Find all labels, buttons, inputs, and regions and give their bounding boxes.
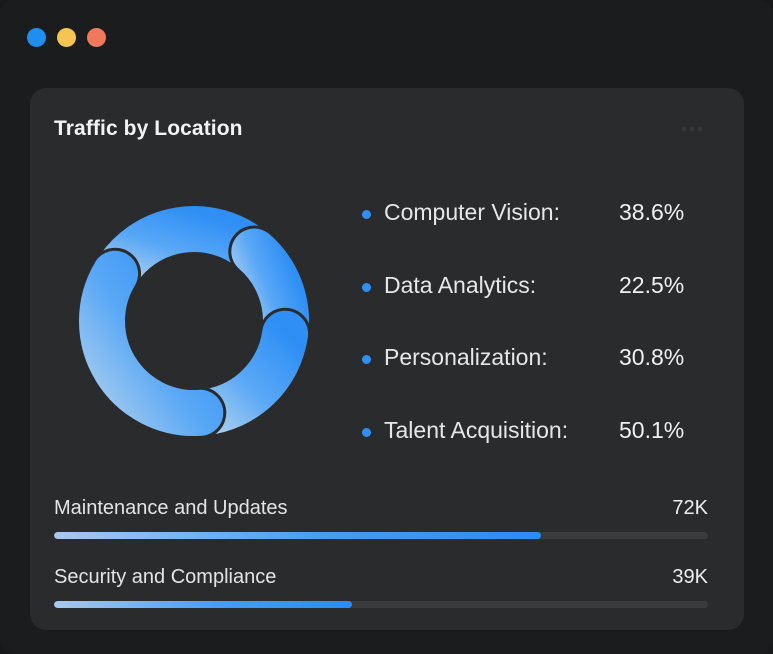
progress-value: 39K (672, 566, 708, 588)
legend-label: Talent Acquisition: (384, 416, 569, 443)
legend-bullet (362, 427, 371, 437)
legend-value: 50.1% (619, 416, 685, 443)
minimize-window-button[interactable] (57, 28, 76, 47)
legend-item: Personalization: 30.8% (360, 340, 700, 413)
legend-label: Personalization: (384, 344, 548, 370)
donut-chart (78, 203, 310, 439)
chart-legend: Computer Vision: 38.6% Data Analytics: 2… (360, 195, 700, 485)
legend-bullet (362, 355, 371, 364)
legend-value: 30.8% (619, 344, 685, 370)
legend-label: Computer Vision: (384, 199, 560, 225)
progress-track (54, 532, 708, 539)
close-window-button[interactable] (27, 28, 46, 47)
legend-item: Data Analytics: 22.5% (360, 268, 700, 341)
traffic-card: Traffic by Location Computer Vision: 38.… (30, 88, 744, 630)
legend-item: Talent Acquisition: 50.1% (360, 413, 700, 486)
card-title: Traffic by Location (54, 117, 243, 140)
progress-fill (54, 601, 352, 608)
progress-label: Security and Compliance (54, 566, 277, 588)
donut-segment-talent-acquisition[interactable] (79, 250, 224, 436)
legend-value: 22.5% (619, 271, 685, 298)
progress-fill (54, 532, 542, 539)
progress-track (54, 601, 708, 608)
legend-value: 38.6% (619, 199, 685, 225)
legend-bullet (362, 282, 371, 292)
legend-item: Computer Vision: 38.6% (360, 195, 700, 268)
progress-label: Maintenance and Updates (54, 497, 288, 519)
legend-label: Data Analytics: (384, 271, 537, 298)
more-horizontal-icon[interactable] (678, 122, 706, 136)
window-controls (27, 28, 106, 47)
legend-bullet (362, 210, 371, 219)
maximize-window-button[interactable] (87, 28, 106, 47)
progress-value: 72K (672, 497, 708, 519)
